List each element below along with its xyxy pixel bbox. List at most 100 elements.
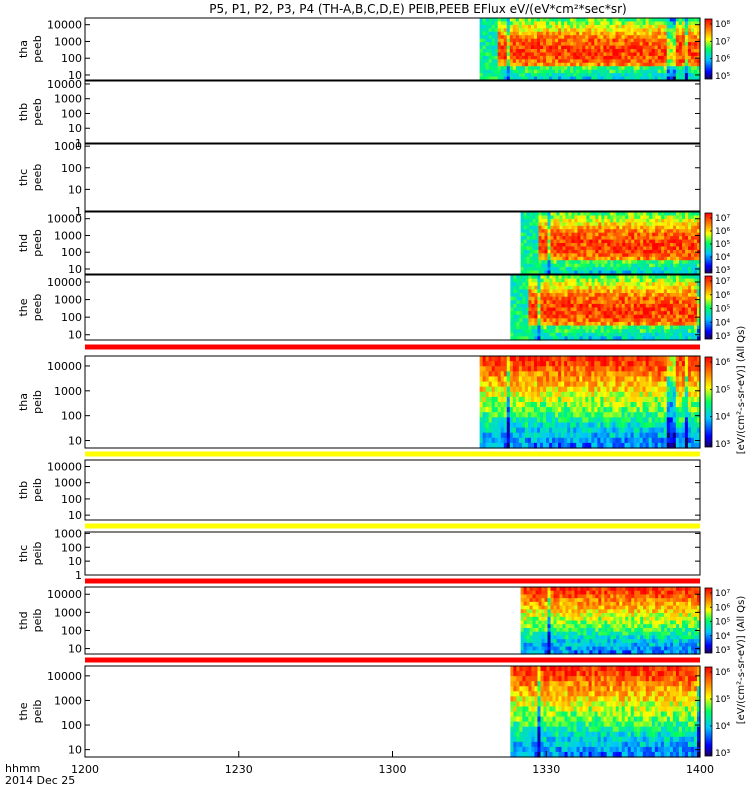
panel-probe-label: thb [17,103,30,121]
x-tick-label: 1400 [686,763,714,776]
colorbar-tick-label: 10⁵ [715,618,730,628]
panel-the-peib: 10000 1000 100 10 the peib [17,665,701,758]
panel-frame [84,274,701,341]
colorbar-tick-label: 10⁴ [715,253,730,263]
colorbar-tick-label: 10⁶ [715,291,730,301]
panel-probe-label: thc [17,169,30,186]
y-tick-label: 10000 [47,588,82,601]
colorbar-tick-label: 10⁷ [715,589,730,599]
panel-type-label: peeb [31,98,44,126]
y-tick-label: 100 [61,162,82,175]
y-tick-label: 100 [61,246,82,259]
x-axis: 1200 1230 1300 1330 1400 [71,751,714,776]
y-tick-label: 1000 [54,294,82,307]
panel-frame [84,143,701,212]
spectrogram-image [510,275,701,341]
colorbar-tick-label: 10⁵ [715,385,730,395]
y-tick-label: 1000 [54,385,82,398]
chart-title: P5, P1, P2, P3, P4 (TH-A,B,C,D,E) PEIB,P… [209,2,626,16]
colorbar-tick-label: 10⁶ [715,668,730,678]
panel-frame [84,355,701,449]
separator-bar [85,578,700,584]
y-tick-label: 1 [75,205,82,218]
spectrogram-image [479,356,701,449]
panel-tha-peeb: 10000 1000 100 10 tha peeb [17,17,701,82]
y-tick-label: 100 [61,625,82,638]
colorbar-tha-peeb: 10⁸ 10⁷ 10⁶ 10⁵ [704,18,730,82]
y-tick-label: 1000 [54,694,82,707]
y-tick-label: 10 [68,435,82,448]
x-tick-label: 1230 [225,763,253,776]
y-tick-label: 1000 [54,230,82,243]
separator-bars [85,344,700,663]
panel-frame [84,459,701,521]
panel-thc-peeb: 1000 100 10 1 thc peeb [17,140,701,218]
separator-bar [85,451,700,457]
panel-type-label: peib [31,478,44,502]
panel-thb-peib: 10000 1000 100 10 thb peib [17,459,701,522]
colorbar-tick-label: 10⁷ [715,214,730,224]
panel-probe-label: tha [17,40,30,58]
y-tick-label: 10 [68,183,82,196]
y-tick-label: 10 [68,555,82,568]
spectrogram-image [479,18,701,81]
panel-frame [84,586,701,655]
colorbar-tick-label: 10³ [715,332,730,342]
panel-probe-label: the [17,298,30,316]
y-tick-label: 10000 [47,19,82,32]
panel-type-label: peib [31,390,44,414]
panel-type-label: peib [31,542,44,566]
y-tick-label: 1000 [54,606,82,619]
colorbar-tick-label: 10⁶ [715,55,730,65]
colorbar-tick-label: 10³ [715,646,730,656]
y-tick-label: 10000 [47,78,82,91]
y-tick-label: 1000 [54,93,82,106]
y-tick-label: 10 [68,69,82,82]
y-tick-label: 1000 [54,140,82,153]
x-tick-label: 1300 [379,763,407,776]
y-tick-label: 100 [61,493,82,506]
panel-type-label: peeb [31,164,44,192]
x-axis-label-date: 2014 Dec 25 [5,774,75,787]
colorbar-thd-peib: 10⁷ 10⁶ 10⁵ 10⁴ 10³ [704,587,730,656]
spectrogram-image [520,587,701,655]
colorbar-tick-label: 10⁶ [715,227,730,237]
separator-bar [85,657,700,663]
colorbar-tick-label: 10⁴ [715,413,730,423]
panel-type-label: peeb [31,294,44,322]
panel-thd-peeb: 10000 1000 100 10 thd peeb [17,211,701,276]
panel-probe-label: thd [17,234,30,252]
colorbar-tick-label: 10³ [715,749,730,759]
colorbar-tick-label: 10⁵ [715,695,730,705]
y-tick-label: 10 [68,329,82,342]
panel-frame [84,17,701,81]
y-tick-label: 100 [61,410,82,423]
colorbar-units-lower: [eV/(cm²-s-sr-eV)] (All Qs) [736,596,747,725]
panel-probe-label: the [17,702,30,720]
colorbar-tick-label: 10⁵ [715,305,730,315]
panel-frame [84,80,701,144]
colorbar-tick-label: 10⁵ [715,72,730,82]
panel-probe-label: tha [17,393,30,411]
y-tick-label: 10 [68,643,82,656]
colorbar-the-peib: 10⁶ 10⁵ 10⁴ 10³ [704,666,730,759]
y-tick-label: 10000 [47,461,82,474]
y-tick-label: 1000 [54,477,82,490]
panel-type-label: peib [31,609,44,633]
colorbar-tick-label: 10⁴ [715,722,730,732]
colorbar-thd-peeb: 10⁷ 10⁶ 10⁵ 10⁴ 10³ [704,212,730,276]
colorbar-tick-label: 10⁷ [715,277,730,287]
spectrogram-image [510,666,701,758]
y-tick-label: 10 [68,122,82,135]
y-tick-label: 100 [61,311,82,324]
y-tick-label: 10000 [47,213,82,226]
y-tick-label: 1 [75,569,82,582]
y-tick-label: 100 [61,52,82,65]
colorbar-tick-label: 10⁴ [715,318,730,328]
colorbar-layer: 10⁸10⁷10⁶10⁵10⁷10⁶10⁵10⁴10³10⁷10⁶10⁵10⁴1… [704,18,730,759]
colorbar-tick-label: 10³ [715,266,730,276]
panel-probe-label: thb [17,481,30,499]
x-tick-label: 1330 [532,763,560,776]
y-tick-label: 10 [68,509,82,522]
